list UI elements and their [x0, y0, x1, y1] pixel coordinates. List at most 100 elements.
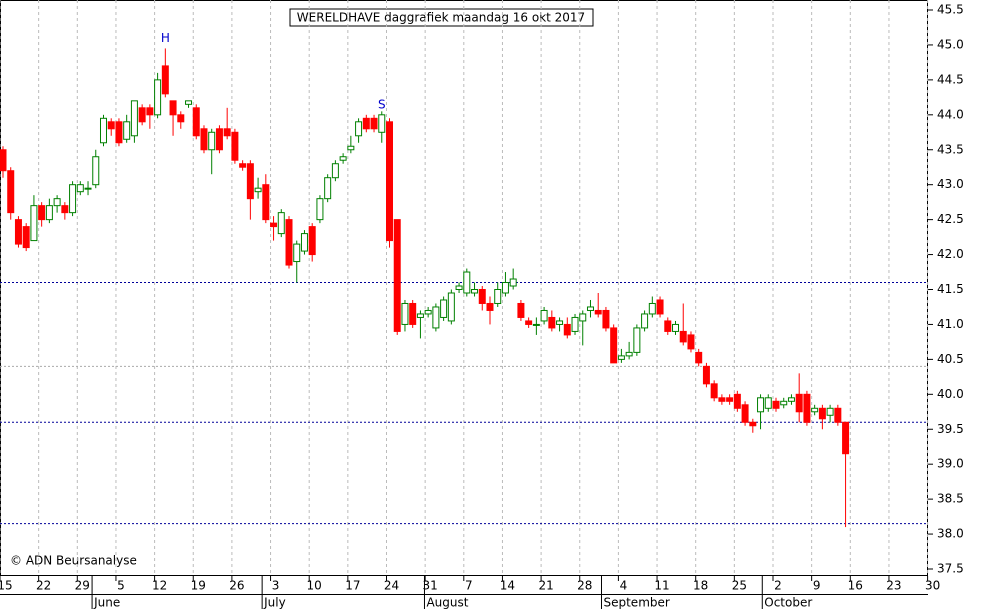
- x-tick-label: 24: [384, 579, 399, 593]
- candle-body: [416, 313, 424, 318]
- candle-body: [424, 309, 432, 315]
- candle-body: [440, 299, 448, 318]
- candle-body: [617, 355, 625, 360]
- x-tick-label: 12: [152, 579, 167, 593]
- candle-body: [355, 121, 363, 137]
- candle-body: [780, 400, 788, 406]
- y-tick-label: 40.5: [937, 352, 964, 366]
- candle-body: [115, 121, 123, 144]
- candle-body: [316, 198, 324, 221]
- x-tick-label: 9: [813, 579, 821, 593]
- candle-body: [602, 309, 610, 329]
- candle-body: [61, 205, 69, 214]
- candle-body: [262, 184, 270, 221]
- candle-body: [803, 393, 811, 423]
- candle-body: [478, 289, 486, 304]
- candle-body: [826, 407, 834, 416]
- candle-body: [277, 212, 285, 235]
- y-tick-label: 37.5: [937, 562, 964, 576]
- candle-body: [633, 327, 641, 353]
- candle-body: [702, 365, 710, 385]
- candle-body: [432, 306, 440, 329]
- candle-body: [726, 397, 734, 402]
- candle-body: [200, 128, 208, 151]
- x-tick-label: 11: [654, 579, 669, 593]
- candle-body: [679, 330, 687, 343]
- y-tick-label: 44.5: [937, 72, 964, 86]
- x-tick-label: 22: [36, 579, 51, 593]
- candle-body: [370, 117, 378, 130]
- candle-body: [641, 313, 649, 329]
- candle-body: [169, 100, 177, 116]
- y-tick-label: 41.0: [937, 317, 964, 331]
- candle-body: [324, 177, 332, 200]
- annotation: S: [378, 97, 386, 111]
- y-tick-label: 44.0: [937, 107, 964, 121]
- candle-body: [293, 243, 301, 263]
- candle-body: [38, 205, 46, 221]
- y-tick-label: 40.0: [937, 387, 964, 401]
- candle-body: [656, 299, 664, 315]
- candle-body: [53, 198, 61, 207]
- x-tick-label: 5: [117, 579, 125, 593]
- candle-body: [107, 121, 115, 130]
- copyright: © ADN Beursanalyse: [10, 554, 137, 568]
- candle-body: [834, 407, 842, 423]
- candle-body: [123, 121, 131, 140]
- candle-body: [517, 302, 525, 318]
- candle-body: [579, 313, 587, 322]
- candle-body: [69, 184, 77, 214]
- x-tick-label: 29: [75, 579, 90, 593]
- candle-body: [285, 219, 293, 266]
- candle-body: [672, 323, 680, 332]
- month-label: October: [764, 596, 812, 609]
- candle-body: [177, 114, 185, 123]
- candle-body: [772, 400, 780, 409]
- candle-body: [594, 309, 602, 315]
- y-tick-label: 45.5: [937, 3, 964, 17]
- candle-body: [409, 302, 417, 325]
- x-tick-label: 2: [774, 579, 782, 593]
- candle-body: [138, 107, 146, 123]
- y-tick-label: 42.5: [937, 212, 964, 226]
- candle-body: [270, 222, 278, 228]
- candle-body: [447, 292, 455, 322]
- chart-title: WERELDHAVE daggrafiek maandag 16 okt 201…: [297, 11, 585, 25]
- candle-body: [92, 156, 100, 186]
- candle-body: [757, 397, 765, 413]
- y-tick-label: 41.5: [937, 282, 964, 296]
- candle-body: [787, 397, 795, 402]
- y-tick-label: 42.0: [937, 247, 964, 261]
- candle-body: [548, 316, 556, 329]
- candle-body: [246, 163, 254, 200]
- candle-body: [386, 121, 393, 242]
- candle-body: [208, 131, 216, 151]
- candle-body: [14, 219, 22, 245]
- x-tick-label: 31: [423, 579, 438, 593]
- candle-body: [486, 302, 494, 311]
- y-tick-label: 39.5: [937, 422, 964, 436]
- candle-body: [239, 163, 247, 168]
- x-tick-label: 7: [465, 579, 473, 593]
- candle-body: [501, 282, 509, 294]
- candle-body: [84, 187, 92, 190]
- candle-body: [146, 107, 154, 116]
- candle-body: [7, 170, 15, 214]
- x-tick-label: 3: [272, 579, 280, 593]
- candle-body: [45, 205, 53, 221]
- x-tick-label: 18: [693, 579, 708, 593]
- x-tick-label: 28: [577, 579, 592, 593]
- candle-body: [540, 309, 548, 322]
- y-tick-label: 43.5: [937, 142, 964, 156]
- month-label: June: [93, 596, 120, 609]
- x-tick-label: 10: [307, 579, 322, 593]
- month-label: August: [426, 596, 468, 609]
- candle-body: [664, 320, 672, 332]
- y-tick-label: 38.5: [937, 492, 964, 506]
- candle-body: [308, 226, 316, 256]
- candle-body: [764, 397, 772, 409]
- x-tick-label: 4: [620, 579, 628, 593]
- x-tick-label: 16: [848, 579, 863, 593]
- candle-body: [532, 323, 540, 326]
